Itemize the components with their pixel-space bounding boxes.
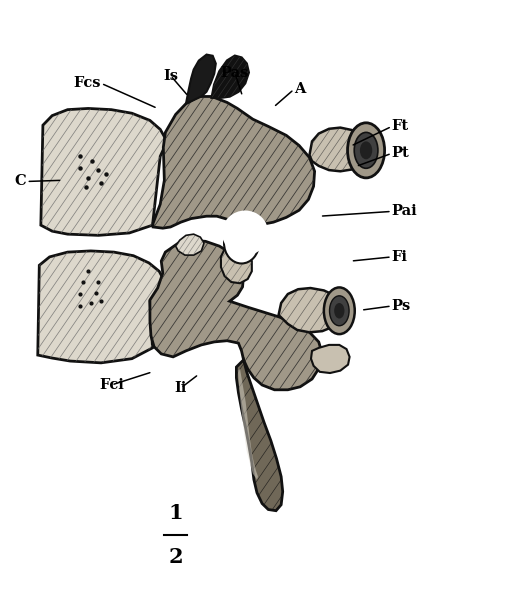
Polygon shape (236, 360, 283, 511)
Polygon shape (175, 234, 204, 255)
Ellipse shape (348, 123, 384, 178)
Ellipse shape (354, 133, 378, 169)
Ellipse shape (222, 211, 268, 256)
Polygon shape (238, 369, 258, 479)
Polygon shape (41, 109, 165, 235)
Ellipse shape (330, 296, 349, 326)
Ellipse shape (360, 142, 372, 160)
Ellipse shape (324, 287, 354, 334)
Text: Pas: Pas (221, 65, 249, 80)
Text: A: A (294, 82, 305, 96)
Text: 1: 1 (168, 503, 183, 523)
Text: Ii: Ii (174, 381, 187, 395)
Text: Is: Is (163, 68, 178, 83)
Polygon shape (186, 55, 216, 104)
Polygon shape (311, 345, 350, 373)
Polygon shape (150, 240, 322, 390)
Polygon shape (212, 56, 249, 98)
Text: Ps: Ps (392, 299, 411, 313)
Polygon shape (310, 128, 368, 171)
Text: 2: 2 (168, 547, 183, 566)
Polygon shape (221, 223, 252, 283)
Text: Fcs: Fcs (74, 76, 101, 91)
Text: Ft: Ft (392, 119, 409, 133)
Text: Fci: Fci (99, 378, 124, 392)
Text: Pt: Pt (392, 146, 410, 160)
Polygon shape (279, 288, 342, 332)
Ellipse shape (334, 303, 345, 319)
Text: Fi: Fi (392, 250, 408, 264)
Polygon shape (38, 251, 164, 363)
Polygon shape (153, 97, 315, 228)
Text: C: C (15, 175, 26, 188)
Ellipse shape (224, 223, 259, 263)
Text: Pai: Pai (392, 205, 417, 218)
